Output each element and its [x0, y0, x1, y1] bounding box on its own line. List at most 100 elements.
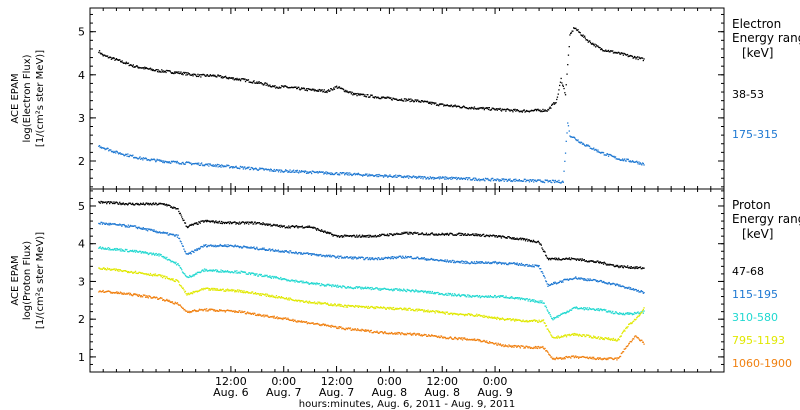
data-point [206, 246, 208, 248]
data-point [499, 317, 501, 320]
data-point [613, 155, 615, 158]
data-point [610, 339, 612, 341]
data-point [348, 174, 350, 176]
data-point [634, 267, 636, 270]
data-point [553, 181, 556, 184]
data-point [224, 270, 226, 272]
data-point [372, 174, 374, 176]
data-point [111, 223, 114, 225]
data-point [387, 175, 390, 177]
data-point [491, 296, 493, 298]
data-point [313, 227, 316, 229]
data-point [347, 235, 349, 237]
data-point [453, 177, 455, 179]
data-point [579, 307, 581, 309]
data-point [161, 71, 164, 73]
data-point [224, 290, 226, 292]
data-point [241, 291, 243, 293]
data-point [157, 69, 159, 71]
data-point [584, 307, 586, 309]
data-point [519, 298, 521, 301]
data-point [394, 234, 396, 236]
data-point [319, 284, 321, 287]
data-point [99, 268, 101, 270]
data-point [280, 250, 282, 252]
data-point [261, 83, 263, 85]
data-point [189, 274, 191, 277]
data-point [280, 171, 282, 173]
data-point [519, 319, 521, 321]
data-point [353, 256, 355, 258]
data-point [192, 250, 194, 253]
data-point [598, 262, 600, 264]
data-point [306, 252, 308, 254]
data-point [552, 319, 554, 321]
data-point [318, 170, 321, 173]
data-point [628, 267, 630, 269]
data-point [530, 179, 532, 181]
data-point [557, 282, 559, 284]
data-point [239, 168, 241, 170]
data-point [177, 303, 179, 306]
data-point [555, 282, 557, 284]
data-point [556, 98, 558, 101]
data-point [247, 312, 249, 314]
data-point [316, 171, 318, 173]
data-point [228, 223, 231, 225]
data-point [513, 179, 515, 181]
data-point [186, 310, 188, 312]
data-point [343, 234, 346, 236]
data-point [321, 89, 323, 91]
data-point [196, 163, 198, 165]
data-point [172, 261, 174, 263]
data-point [303, 170, 305, 173]
data-point [148, 68, 150, 70]
data-point [326, 173, 328, 175]
data-point [109, 291, 111, 293]
data-point [228, 310, 230, 312]
data-point [180, 305, 182, 308]
data-point [133, 157, 135, 159]
data-point [409, 290, 411, 292]
data-point [605, 154, 607, 156]
data-point [304, 226, 306, 228]
data-point [134, 225, 136, 227]
data-point [379, 258, 382, 261]
data-point [588, 279, 590, 281]
data-point [352, 235, 354, 237]
data-point [632, 320, 634, 323]
data-point [209, 74, 211, 76]
data-point [475, 107, 477, 110]
data-point [383, 96, 385, 98]
data-point [491, 107, 493, 109]
data-point [429, 310, 431, 312]
data-point [436, 259, 438, 261]
data-point [584, 35, 586, 37]
data-point [607, 264, 610, 266]
data-point [614, 52, 617, 54]
data-point [213, 309, 216, 311]
data-point [585, 278, 587, 280]
data-point [603, 338, 605, 341]
data-point [206, 270, 208, 272]
data-point [629, 323, 631, 325]
data-point [617, 283, 619, 286]
data-point [331, 233, 333, 236]
data-point [314, 254, 316, 256]
data-point [539, 302, 541, 304]
data-point [241, 247, 244, 249]
data-point [282, 297, 284, 299]
data-point [427, 101, 429, 103]
data-point [628, 55, 630, 57]
data-point [223, 245, 225, 247]
y-axis-title: [1/(cm²s ster MeV)] [35, 50, 46, 147]
data-point [461, 178, 463, 180]
data-point [254, 248, 256, 250]
data-point [359, 256, 361, 259]
data-point [449, 105, 451, 108]
data-point [437, 234, 439, 236]
data-point [196, 162, 198, 164]
data-point [128, 155, 130, 158]
data-point [453, 295, 455, 297]
data-point [441, 259, 443, 261]
